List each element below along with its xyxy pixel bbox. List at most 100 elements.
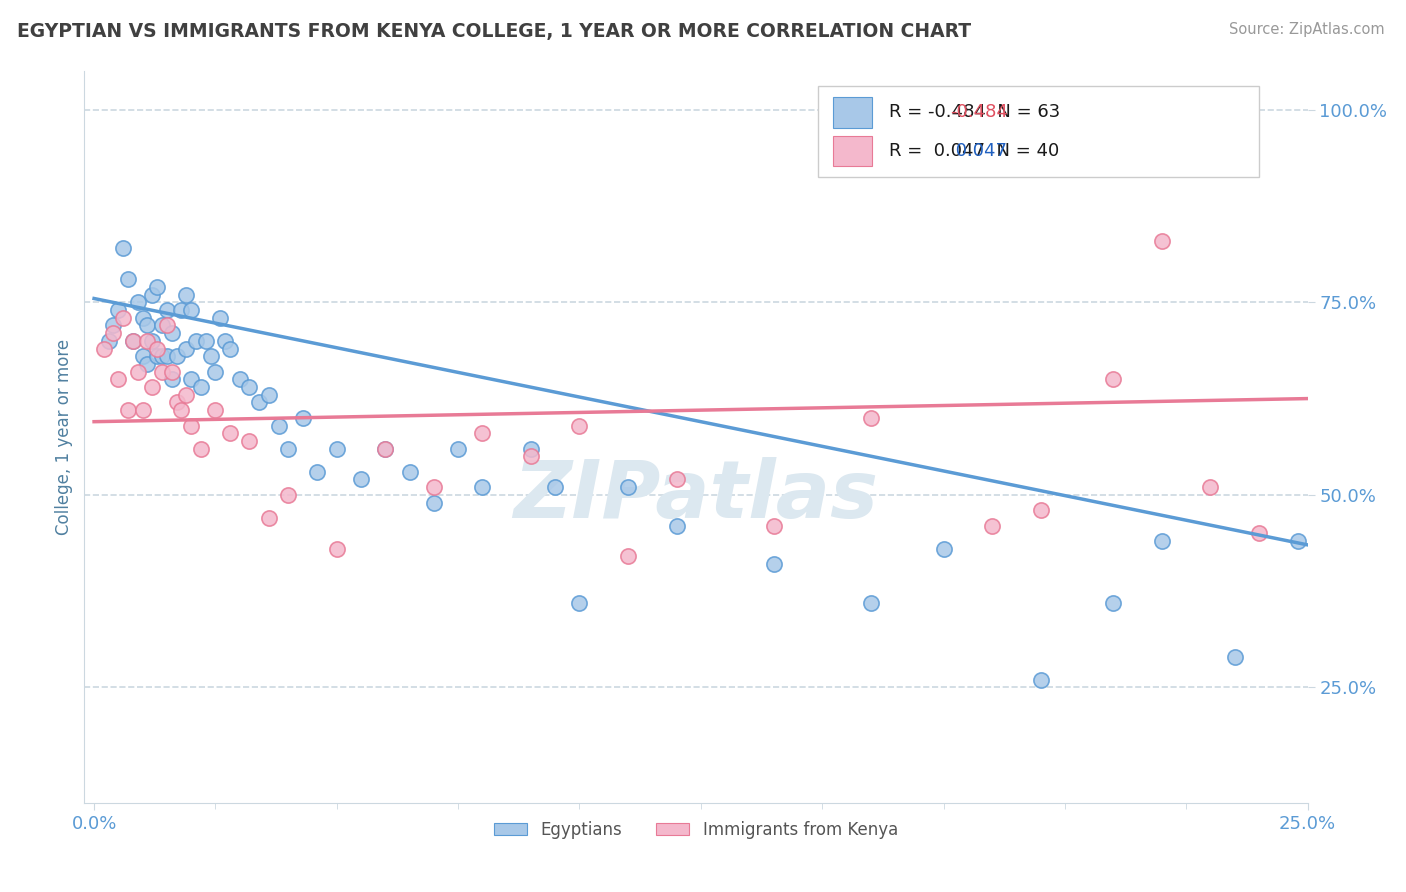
Point (214, 334, 236, 348)
Point (1102, 372, 1125, 386)
Point (146, 349, 169, 363)
Text: ZIPatlas: ZIPatlas (513, 457, 879, 534)
Point (160, 326, 183, 340)
Point (166, 349, 188, 363)
Point (423, 480, 446, 494)
Point (568, 596, 591, 610)
Point (127, 365, 149, 379)
Point (136, 357, 159, 371)
Point (568, 418, 591, 433)
Text: -0.484: -0.484 (950, 103, 1008, 121)
Point (131, 310, 153, 325)
Point (209, 310, 232, 325)
Point (277, 488, 299, 502)
Point (267, 418, 290, 433)
Point (762, 518, 785, 533)
Point (228, 372, 250, 386)
Point (141, 287, 163, 301)
Text: 0.047: 0.047 (950, 142, 1008, 160)
Point (107, 303, 129, 318)
Point (122, 334, 145, 348)
Point (423, 495, 446, 509)
Point (93, 342, 115, 356)
Point (141, 334, 163, 348)
Point (112, 310, 135, 325)
Point (219, 342, 242, 356)
Point (398, 465, 420, 479)
Point (170, 303, 193, 318)
Point (291, 410, 314, 425)
Point (141, 380, 163, 394)
Point (204, 365, 226, 379)
Point (160, 372, 183, 386)
Point (1029, 673, 1052, 687)
Point (520, 450, 543, 464)
Point (247, 395, 270, 409)
Point (981, 518, 1004, 533)
Bar (832, 136, 872, 167)
Point (180, 303, 202, 318)
Point (194, 334, 217, 348)
Point (190, 442, 212, 456)
Point (184, 334, 207, 348)
Point (112, 242, 135, 256)
Point (200, 349, 222, 363)
Point (665, 518, 688, 533)
Point (1029, 503, 1052, 517)
Point (103, 326, 125, 340)
Point (122, 334, 145, 348)
Point (1199, 480, 1222, 494)
Point (277, 442, 299, 456)
Text: R = -0.484  N = 63: R = -0.484 N = 63 (889, 103, 1060, 121)
Text: R =  0.047  N = 40: R = 0.047 N = 40 (889, 142, 1060, 160)
Point (136, 334, 159, 348)
Point (156, 318, 179, 333)
Text: Source: ZipAtlas.com: Source: ZipAtlas.com (1229, 22, 1385, 37)
Point (219, 426, 242, 441)
Point (762, 557, 785, 571)
Text: EGYPTIAN VS IMMIGRANTS FROM KENYA COLLEGE, 1 YEAR OR MORE CORRELATION CHART: EGYPTIAN VS IMMIGRANTS FROM KENYA COLLEG… (17, 22, 972, 41)
Point (471, 426, 494, 441)
Point (131, 403, 153, 417)
Point (859, 596, 882, 610)
Point (1150, 234, 1173, 248)
Point (257, 511, 280, 525)
Point (1102, 596, 1125, 610)
Point (520, 442, 543, 456)
Point (238, 434, 260, 448)
Point (107, 372, 129, 386)
Point (204, 403, 226, 417)
Point (150, 318, 173, 333)
Point (326, 442, 349, 456)
Point (180, 418, 202, 433)
Point (1286, 534, 1309, 549)
Point (97, 334, 120, 348)
Point (257, 388, 280, 402)
Y-axis label: College, 1 year or more: College, 1 year or more (55, 339, 73, 535)
Point (1150, 534, 1173, 549)
Point (238, 380, 260, 394)
Point (1247, 526, 1270, 541)
Point (136, 318, 159, 333)
Point (103, 318, 125, 333)
Legend: Egyptians, Immigrants from Kenya: Egyptians, Immigrants from Kenya (488, 814, 904, 846)
Point (170, 403, 193, 417)
Point (447, 442, 470, 456)
Point (166, 395, 188, 409)
Point (160, 365, 183, 379)
Point (374, 442, 396, 456)
Point (174, 342, 197, 356)
Point (617, 549, 640, 564)
Point (174, 287, 197, 301)
Point (156, 349, 179, 363)
Point (146, 280, 169, 294)
Point (190, 380, 212, 394)
Point (117, 272, 139, 286)
FancyBboxPatch shape (818, 86, 1258, 178)
Point (127, 295, 149, 310)
Point (544, 480, 567, 494)
Point (150, 349, 173, 363)
Point (156, 303, 179, 318)
Point (859, 410, 882, 425)
Point (174, 388, 197, 402)
